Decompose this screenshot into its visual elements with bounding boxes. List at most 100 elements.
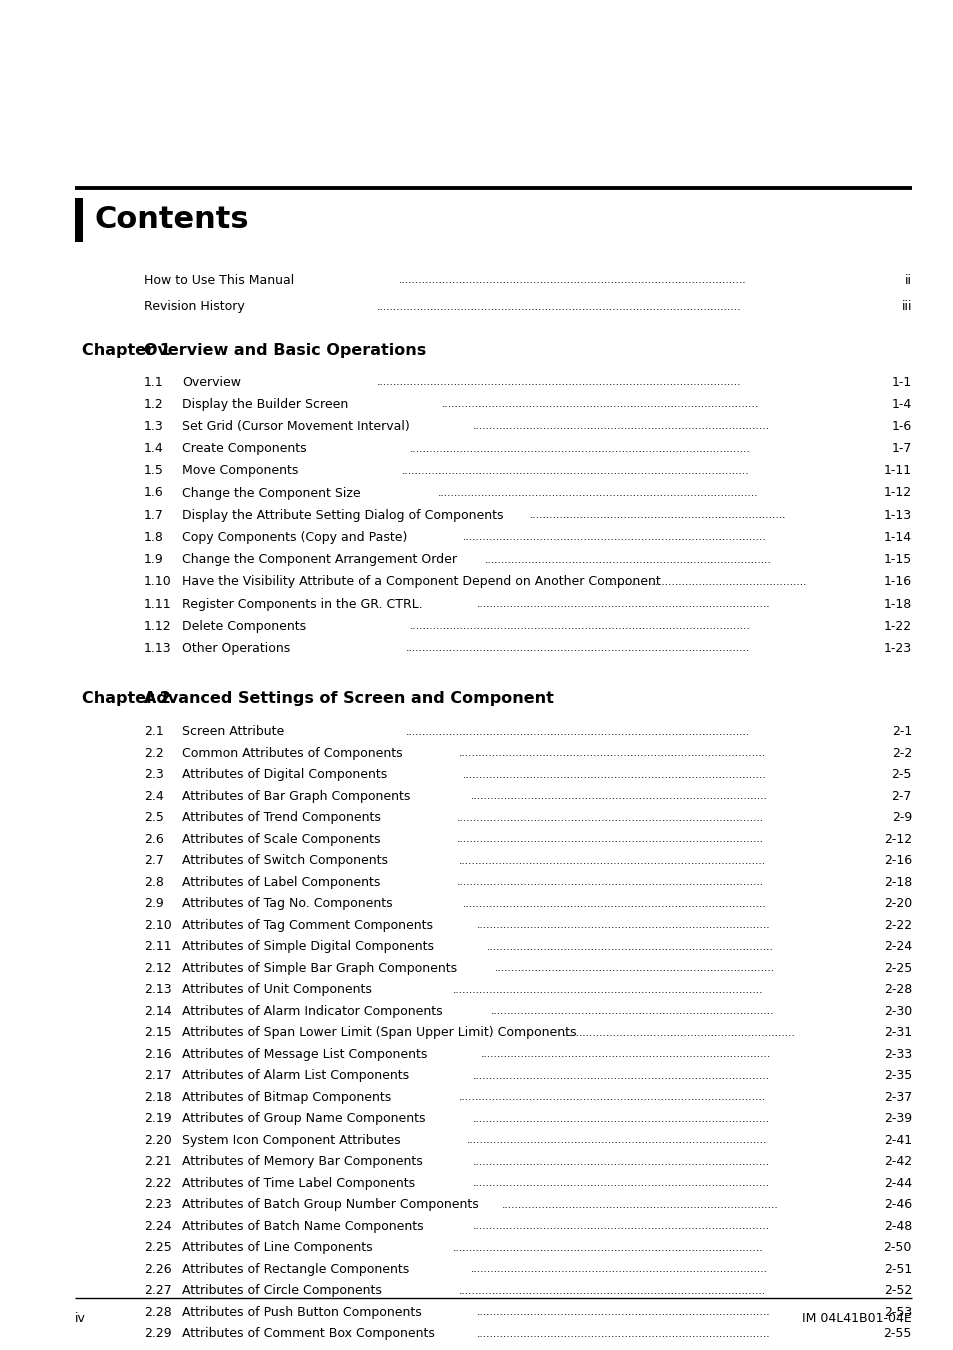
Text: 2-33: 2-33 <box>882 1048 911 1061</box>
Text: 2-44: 2-44 <box>882 1177 911 1189</box>
Text: Attributes of Bar Graph Components: Attributes of Bar Graph Components <box>182 790 410 803</box>
Text: Attributes of Alarm Indicator Components: Attributes of Alarm Indicator Components <box>182 1004 442 1018</box>
Text: 2.8: 2.8 <box>144 876 164 888</box>
Text: 2.2: 2.2 <box>144 747 164 760</box>
Text: 2.10: 2.10 <box>144 918 172 932</box>
Text: ................................................................................: ........................................… <box>476 921 770 930</box>
Text: 2-22: 2-22 <box>882 918 911 932</box>
Text: Attributes of Line Components: Attributes of Line Components <box>182 1241 373 1254</box>
Text: Attributes of Span Lower Limit (Span Upper Limit) Components: Attributes of Span Lower Limit (Span Upp… <box>182 1026 576 1040</box>
Text: ................................................................................: ........................................… <box>480 1049 770 1060</box>
Text: 2.5: 2.5 <box>144 811 164 824</box>
Text: 2-20: 2-20 <box>882 898 911 910</box>
Text: ................................................................................: ........................................… <box>376 301 740 312</box>
Text: 2-53: 2-53 <box>882 1305 911 1319</box>
Text: ................................................................................: ........................................… <box>473 1157 769 1166</box>
Text: 1.5: 1.5 <box>144 464 164 478</box>
Text: ................................................................................: ........................................… <box>458 856 765 865</box>
Text: Create Components: Create Components <box>182 441 306 455</box>
Text: ............................................................................: ........................................… <box>530 510 785 520</box>
Text: 1.8: 1.8 <box>144 531 164 544</box>
Text: ................................................................................: ........................................… <box>476 599 770 609</box>
Text: 2-30: 2-30 <box>882 1004 911 1018</box>
Text: Move Components: Move Components <box>182 464 298 478</box>
Text: 1.7: 1.7 <box>144 509 164 521</box>
Text: Attributes of Tag Comment Components: Attributes of Tag Comment Components <box>182 918 433 932</box>
Text: ................................................................................: ........................................… <box>458 1285 765 1296</box>
Text: ................................................................................: ........................................… <box>466 1135 766 1145</box>
Text: 2.12: 2.12 <box>144 961 172 975</box>
Text: ................................................................................: ........................................… <box>452 984 762 995</box>
Text: 1-22: 1-22 <box>882 620 911 633</box>
Text: 2-5: 2-5 <box>891 768 911 782</box>
Text: 2.29: 2.29 <box>144 1327 172 1341</box>
Text: Attributes of Trend Components: Attributes of Trend Components <box>182 811 380 824</box>
Text: 2-28: 2-28 <box>882 983 911 996</box>
Text: 1.6: 1.6 <box>144 486 164 500</box>
Text: ................................................................................: ........................................… <box>458 1092 765 1102</box>
Text: Attributes of Simple Bar Graph Components: Attributes of Simple Bar Graph Component… <box>182 961 456 975</box>
Text: 1-18: 1-18 <box>882 598 911 610</box>
Text: ................................................................................: ........................................… <box>476 1328 770 1339</box>
Text: Attributes of Digital Components: Attributes of Digital Components <box>182 768 387 782</box>
Text: 1-6: 1-6 <box>891 420 911 433</box>
Text: ................................................................................: ........................................… <box>470 1264 767 1274</box>
Text: 2.19: 2.19 <box>144 1112 172 1125</box>
Text: 2-18: 2-18 <box>882 876 911 888</box>
Text: 1.11: 1.11 <box>144 598 172 610</box>
Text: ................................................................................: ........................................… <box>484 555 771 564</box>
Text: 1.4: 1.4 <box>144 441 164 455</box>
Text: Attributes of Simple Digital Components: Attributes of Simple Digital Components <box>182 940 434 953</box>
Text: Display the Builder Screen: Display the Builder Screen <box>182 398 348 410</box>
Text: Attributes of Batch Group Number Components: Attributes of Batch Group Number Compone… <box>182 1197 478 1211</box>
Text: 2-24: 2-24 <box>882 940 911 953</box>
Text: Screen Attribute: Screen Attribute <box>182 725 284 738</box>
Text: ................................................................................: ........................................… <box>409 621 750 632</box>
Text: 2-39: 2-39 <box>882 1112 911 1125</box>
Text: ................................................................................: ........................................… <box>437 487 758 498</box>
Text: Change the Component Arrangement Order: Change the Component Arrangement Order <box>182 554 456 566</box>
Text: 2.4: 2.4 <box>144 790 164 803</box>
Text: ................................................................................: ........................................… <box>441 400 759 409</box>
Text: Chapter 1: Chapter 1 <box>82 343 171 358</box>
Text: Attributes of Alarm List Components: Attributes of Alarm List Components <box>182 1069 409 1083</box>
Text: 1-7: 1-7 <box>891 441 911 455</box>
Text: Attributes of Tag No. Components: Attributes of Tag No. Components <box>182 898 393 910</box>
Text: ................................................................................: ........................................… <box>476 1307 770 1318</box>
Text: Display the Attribute Setting Dialog of Components: Display the Attribute Setting Dialog of … <box>182 509 507 521</box>
Text: Set Grid (Cursor Movement Interval): Set Grid (Cursor Movement Interval) <box>182 420 410 433</box>
Text: Attributes of Scale Components: Attributes of Scale Components <box>182 833 380 845</box>
Text: ................................................................................: ........................................… <box>405 644 749 653</box>
Text: 1-23: 1-23 <box>882 641 911 655</box>
Text: ................................................................................: ........................................… <box>456 813 762 822</box>
Text: 2-35: 2-35 <box>882 1069 911 1083</box>
Text: 2.6: 2.6 <box>144 833 164 845</box>
Text: 1-4: 1-4 <box>891 398 911 410</box>
Text: Attributes of Memory Bar Components: Attributes of Memory Bar Components <box>182 1156 422 1168</box>
Text: 2-25: 2-25 <box>882 961 911 975</box>
Text: 2-2: 2-2 <box>891 747 911 760</box>
Text: 1.2: 1.2 <box>144 398 164 410</box>
Text: ................................................................................: ........................................… <box>470 791 767 801</box>
Text: 1.9: 1.9 <box>144 554 164 566</box>
Text: ................................................................................: ........................................… <box>398 275 745 285</box>
Text: Attributes of Circle Components: Attributes of Circle Components <box>182 1284 381 1297</box>
Text: 2-31: 2-31 <box>882 1026 911 1040</box>
Text: 2-12: 2-12 <box>882 833 911 845</box>
Text: Attributes of Group Name Components: Attributes of Group Name Components <box>182 1112 425 1125</box>
Text: 2-7: 2-7 <box>891 790 911 803</box>
Text: 2.26: 2.26 <box>144 1262 172 1276</box>
Text: 2.1: 2.1 <box>144 725 164 738</box>
Text: 2.21: 2.21 <box>144 1156 172 1168</box>
Text: Contents: Contents <box>94 205 249 235</box>
Text: 2-48: 2-48 <box>882 1219 911 1233</box>
Text: 2.15: 2.15 <box>144 1026 172 1040</box>
Text: Attributes of Batch Name Components: Attributes of Batch Name Components <box>182 1219 423 1233</box>
Text: Change the Component Size: Change the Component Size <box>182 486 360 500</box>
Text: Revision History: Revision History <box>144 300 245 313</box>
Text: 2.16: 2.16 <box>144 1048 172 1061</box>
Text: Common Attributes of Components: Common Attributes of Components <box>182 747 402 760</box>
Text: Attributes of Bitmap Components: Attributes of Bitmap Components <box>182 1091 391 1103</box>
Text: ................................................................................: ........................................… <box>473 421 769 432</box>
Text: 1.10: 1.10 <box>144 575 172 589</box>
